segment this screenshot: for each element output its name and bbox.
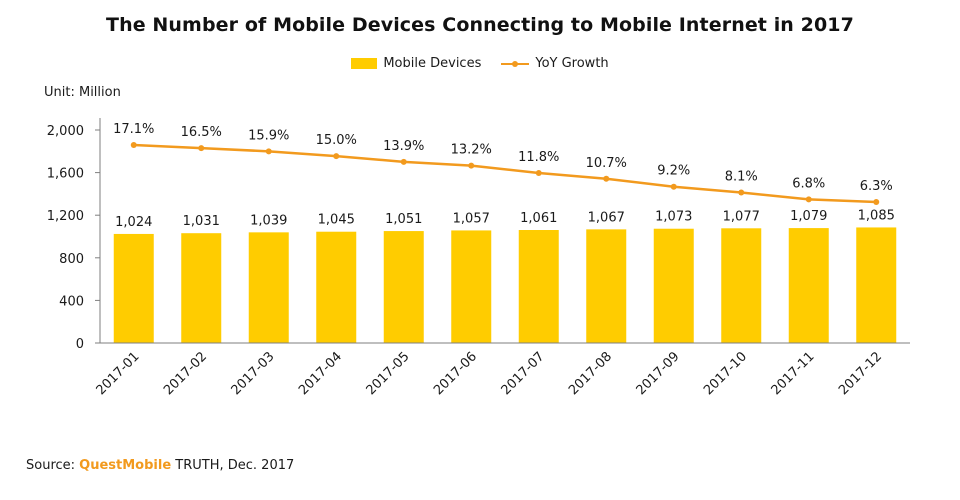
legend-label-yoy-growth: YoY Growth	[535, 56, 609, 71]
y-tick-label: 2,000	[47, 124, 84, 139]
bar	[721, 228, 762, 343]
legend-item-yoy-growth: YoY Growth	[501, 56, 609, 71]
legend-label-mobile-devices: Mobile Devices	[383, 56, 482, 71]
bar-data-label: 1,031	[183, 214, 220, 229]
y-tick-label: 0	[76, 337, 84, 352]
x-tick-label: 2017-03	[229, 349, 278, 398]
unit-label: Unit: Million	[44, 85, 121, 100]
line-point	[198, 145, 205, 152]
y-tick-label: 800	[59, 252, 84, 267]
source-suffix: TRUTH, Dec. 2017	[171, 458, 295, 473]
line-point	[535, 169, 542, 176]
x-tick-label: 2017-02	[161, 349, 210, 398]
bar-data-label: 1,045	[318, 213, 355, 228]
bar	[316, 231, 357, 343]
x-tick-label: 2017-11	[769, 349, 818, 398]
x-tick-label: 2017-12	[836, 349, 885, 398]
line-data-label: 6.3%	[860, 179, 893, 194]
line-data-label: 17.1%	[113, 122, 154, 137]
x-tick-label: 2017-01	[94, 349, 143, 398]
line-data-label: 15.0%	[316, 133, 357, 148]
line-data-label: 11.8%	[518, 150, 559, 165]
line-point	[873, 199, 880, 205]
x-tick-label: 2017-04	[296, 349, 345, 398]
line-data-label: 16.5%	[181, 125, 222, 140]
x-tick-label: 2017-06	[431, 349, 480, 398]
y-tick-label: 400	[59, 294, 84, 309]
bar-data-label: 1,051	[385, 212, 422, 227]
bar	[248, 232, 289, 343]
legend-item-mobile-devices: Mobile Devices	[351, 56, 481, 71]
line-point	[670, 183, 677, 190]
line-data-label: 13.9%	[383, 139, 424, 154]
bar	[586, 229, 627, 343]
line-point	[130, 142, 137, 148]
bar	[181, 233, 222, 343]
line-point	[265, 148, 272, 155]
source-note: Source: QuestMobile TRUTH, Dec. 2017	[26, 458, 294, 473]
bar	[653, 228, 694, 343]
x-tick-label: 2017-10	[701, 349, 750, 398]
line-point	[603, 175, 610, 182]
bar-data-label: 1,057	[453, 211, 490, 226]
source-brand: QuestMobile	[79, 458, 172, 473]
x-tick-label: 2017-09	[634, 349, 683, 398]
bar-data-label: 1,024	[115, 215, 152, 230]
bar	[788, 228, 829, 343]
bar-data-label: 1,079	[790, 209, 827, 224]
line-point	[738, 189, 745, 196]
yoy-growth-line	[133, 143, 877, 204]
bar	[518, 230, 559, 343]
line-data-label: 9.2%	[657, 164, 690, 179]
x-tick-label: 2017-08	[566, 349, 615, 398]
x-tick-label: 2017-07	[499, 349, 548, 398]
line-point	[805, 196, 812, 203]
bar-data-label: 1,085	[858, 208, 895, 223]
bar-data-label: 1,067	[588, 210, 625, 225]
bar-data-label: 1,077	[723, 209, 760, 224]
line-data-label: 10.7%	[586, 156, 627, 171]
line-point	[400, 158, 407, 165]
x-tick-label: 2017-05	[364, 349, 413, 398]
line-data-label: 6.8%	[792, 176, 825, 191]
chart-legend: Mobile Devices YoY Growth	[0, 56, 960, 71]
line-data-label: 13.2%	[451, 143, 492, 158]
bar-data-label: 1,061	[520, 211, 557, 226]
legend-line-swatch	[501, 60, 530, 67]
bar	[451, 230, 492, 343]
line-point	[468, 162, 475, 169]
bar	[113, 233, 154, 343]
bar	[856, 227, 897, 343]
y-tick-label: 1,200	[47, 209, 84, 224]
legend-bar-swatch	[351, 58, 378, 69]
line-data-label: 15.9%	[248, 128, 289, 143]
bar-data-label: 1,039	[250, 213, 287, 228]
bar-data-label: 1,073	[655, 210, 692, 225]
chart-title: The Number of Mobile Devices Connecting …	[106, 14, 854, 36]
line-point	[333, 153, 340, 160]
source-prefix: Source:	[26, 458, 80, 473]
bar	[383, 231, 424, 343]
line-data-label: 8.1%	[725, 170, 758, 185]
y-tick-label: 1,600	[47, 167, 84, 182]
